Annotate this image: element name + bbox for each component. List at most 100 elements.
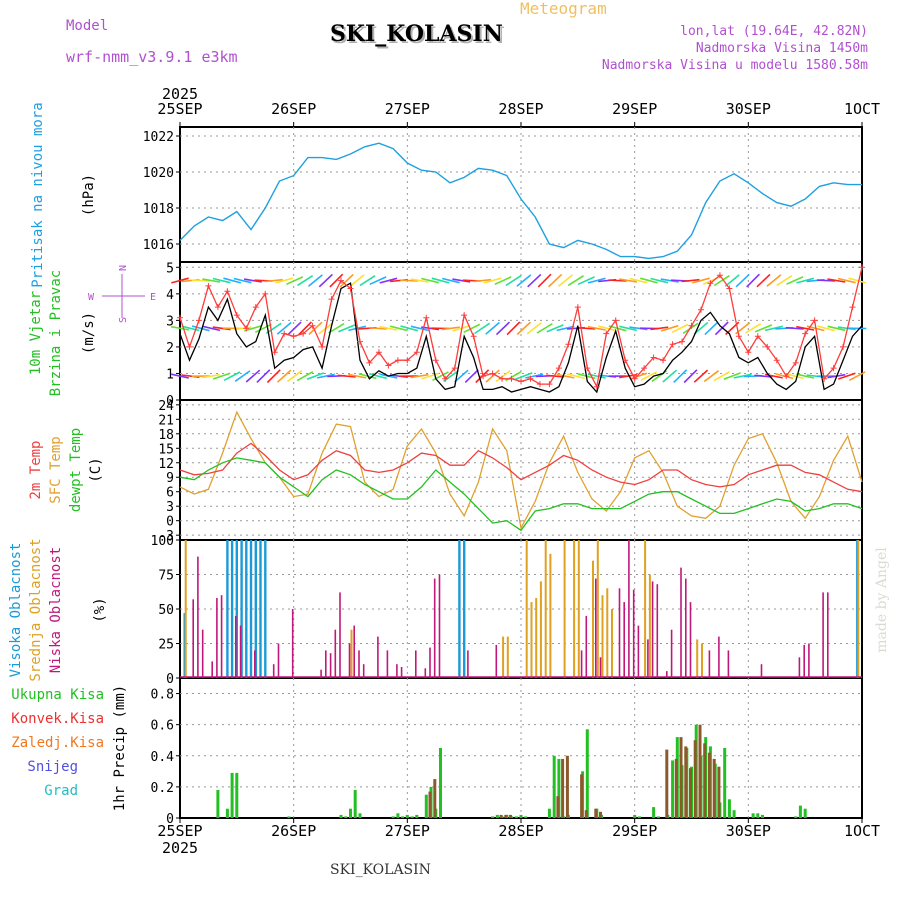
precip-legend-item: Grad [44, 783, 78, 799]
y-tick-label-temp: 6 [166, 486, 174, 501]
y-tick-label-precip: 0.6 [151, 719, 174, 734]
y-tick-label-cloud: 75 [158, 569, 174, 584]
y-tick-label-precip: 0.8 [151, 688, 174, 703]
wind-direction-arrow [379, 277, 398, 284]
wind-direction-arrow [671, 323, 689, 334]
wind-direction-arrow [766, 274, 782, 287]
precip-conv-bar [717, 766, 721, 818]
wind-speed-marker [707, 280, 714, 287]
wind-direction-arrow [650, 326, 669, 331]
precip-total-bar [524, 816, 528, 818]
wind-direction-arrow [359, 275, 376, 287]
cloud-low-bar [291, 609, 294, 678]
wind-speed-marker [555, 365, 562, 372]
cloud-mid-bar [350, 629, 353, 678]
wind-direction-arrow [256, 369, 271, 383]
precip-total-bar [439, 748, 442, 818]
wind-direction-arrow [275, 277, 294, 284]
wind-speed-marker [773, 357, 780, 364]
data-series [170, 142, 867, 818]
wind-direction-arrow [744, 323, 762, 334]
wind-direction-arrow [297, 275, 314, 287]
precip-legend-item: Konvek.Kisa [11, 711, 104, 727]
precip-conv-bar [428, 791, 432, 818]
cloud-high-bar [458, 540, 461, 678]
cloud-high-bar [235, 540, 238, 678]
wind-speed-marker [745, 349, 752, 356]
cloud-mid-bar [857, 540, 860, 678]
cloud-mid-bar [535, 598, 538, 678]
wind-direction-arrow [441, 326, 460, 331]
cloud-mid-ylabel: Srednja Oblacnost [28, 538, 44, 681]
cloud-low-bar [651, 581, 654, 678]
model-altitude-label: Nadmorska Visina u modelu 1580.58m [601, 58, 868, 73]
cloud-low-bar [670, 629, 673, 678]
precip-total-bar [495, 814, 499, 818]
model-label: Model [66, 18, 109, 34]
y-tick-label-temp: 12 [158, 457, 174, 472]
y-tick-label-wind: 2 [166, 341, 174, 356]
wind-direction-arrow [494, 276, 512, 286]
cloud-low-bar [803, 644, 805, 678]
y-tick-label-temp: 3 [166, 500, 174, 515]
cloud-low-bar [798, 657, 801, 678]
wind-speed-marker [423, 314, 430, 321]
compass-n: N [118, 265, 129, 271]
wind-speed-marker [536, 381, 543, 388]
precip-conv-bar [504, 814, 508, 818]
wind-speed-marker [224, 288, 231, 295]
wind-ylabel-1: 10m Vjetar [28, 291, 44, 375]
precip-conv-bar [509, 814, 512, 818]
wind-direction-arrow [683, 369, 698, 384]
y-tick-label-pressure: 1022 [143, 130, 174, 145]
precip-total-bar [353, 790, 357, 818]
wind-direction-arrow [567, 373, 585, 380]
y-tick-label-cloud: 25 [158, 638, 174, 653]
cloud-low-bar [595, 578, 597, 678]
wind-direction-arrow [754, 324, 773, 333]
wind-direction-arrow [629, 372, 648, 380]
y-tick-label-cloud: 100 [151, 534, 174, 549]
temp2m-line [179, 442, 863, 493]
top-time-label: 28SEP [498, 100, 543, 118]
wind-direction-arrow [338, 324, 356, 333]
wind-direction-arrow [296, 371, 314, 382]
cloud-low-bar [495, 644, 498, 678]
precip-total-bar [794, 816, 798, 818]
wind-direction-arrow [410, 278, 429, 283]
wind-direction-arrow [796, 325, 815, 331]
wind-speed-marker [660, 357, 667, 364]
cloud-low-bar [329, 653, 332, 678]
wind-direction-arrow [640, 371, 658, 382]
bottom-time-label: 27SEP [385, 822, 430, 840]
wind-direction-arrow [796, 373, 815, 379]
wind-direction-arrow [557, 274, 574, 287]
cloud-mid-bar [701, 643, 703, 678]
wind-direction-arrow [454, 369, 469, 383]
cloud-high-bar [240, 540, 243, 678]
cloud-mid-bar [606, 588, 609, 678]
footer-station: SKI_KOLASIN [330, 862, 431, 878]
precip-legend-item: Ukupna Kisa [11, 687, 104, 703]
wind-speed-marker [612, 317, 619, 324]
precip-total-bar [803, 808, 807, 818]
top-year-label: 2025 [162, 85, 198, 103]
wind-direction-arrow [442, 277, 460, 284]
cloud-low-bar [808, 643, 810, 678]
wind-speed-marker [385, 362, 392, 369]
wind-direction-arrow [629, 277, 648, 284]
y-tick-label-cloud: 50 [158, 603, 174, 618]
wind-speed-marker [394, 357, 401, 364]
wind-direction-arrow [316, 373, 335, 379]
precip-conv-bar [665, 749, 669, 818]
wind-direction-arrow [308, 321, 323, 336]
precip-total-bar [633, 814, 637, 818]
wind-direction-arrow [546, 374, 565, 378]
top-time-label: 1OCT [844, 100, 880, 118]
wind-direction-arrow [400, 325, 419, 332]
wind-direction-arrow [234, 370, 251, 382]
wind-direction-arrow [567, 275, 584, 287]
y-tick-label-temp: 15 [158, 442, 174, 457]
wind-speed-marker [859, 264, 865, 271]
wind-direction-arrow [764, 325, 783, 332]
